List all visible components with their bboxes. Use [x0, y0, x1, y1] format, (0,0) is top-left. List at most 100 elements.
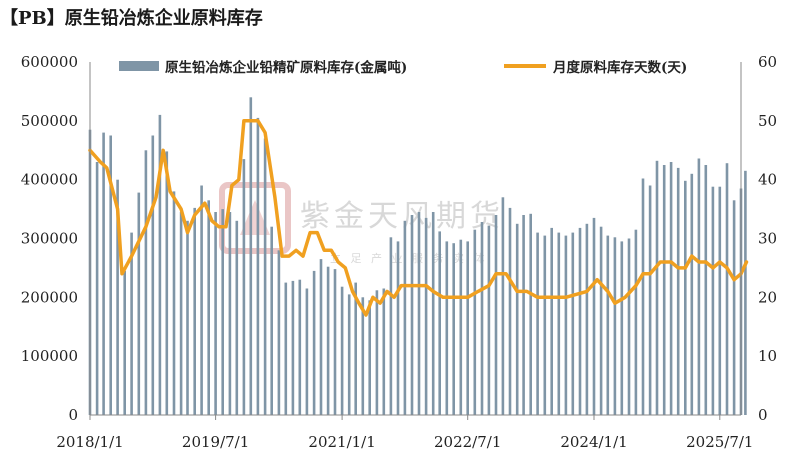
bar: [417, 212, 421, 415]
bar: [571, 232, 575, 415]
bar: [102, 132, 105, 415]
bar: [277, 250, 281, 415]
legend-line-label: 月度原料库存天数(天): [552, 59, 687, 76]
bar: [382, 288, 386, 415]
bar: [333, 269, 337, 415]
bar: [655, 160, 659, 415]
bar: [312, 270, 316, 415]
bar: [543, 235, 547, 415]
y-left-tick-label: 0: [68, 406, 78, 424]
bar: [137, 192, 141, 415]
bar: [690, 173, 694, 415]
bar: [305, 288, 309, 415]
legend-bar-swatch: [119, 61, 159, 71]
bar: [634, 229, 638, 415]
legend-bar-label: 原生铅冶炼企业铅精矿原料库存(金属吨): [165, 59, 407, 76]
y-right-tick-label: 10: [758, 347, 777, 365]
watermark-name: 紫金天风期货: [300, 199, 504, 234]
bar: [424, 217, 428, 415]
bar: [354, 282, 357, 415]
bar: [648, 185, 652, 415]
bar: [508, 207, 512, 415]
bar: [585, 223, 589, 415]
bar: [669, 162, 673, 415]
y-right-tick-label: 60: [758, 53, 777, 71]
bar: [452, 243, 455, 415]
bar: [284, 282, 288, 415]
x-tick-label: 2019/7/1: [182, 433, 249, 451]
bar: [165, 151, 169, 415]
x-tick-label: 2024/1/1: [560, 433, 627, 451]
bar: [375, 290, 379, 415]
y-left-tick-label: 200000: [21, 288, 78, 306]
bar: [466, 241, 469, 415]
bar: [480, 222, 484, 415]
watermark-slogan: 立 足 产 业 服 务 实 体: [330, 251, 487, 265]
bar: [592, 217, 596, 415]
y-left-tick-label: 400000: [21, 171, 78, 189]
y-left-tick-label: 100000: [21, 347, 78, 365]
bar: [459, 239, 463, 415]
bar: [662, 165, 666, 415]
bar: [557, 232, 561, 415]
bar: [123, 270, 126, 415]
bar: [431, 212, 435, 415]
chart-title: 【PB】原生铅冶炼企业原料库存: [0, 8, 263, 29]
bar: [116, 179, 119, 415]
bar: [291, 280, 295, 415]
bar: [522, 215, 525, 415]
x-tick-label: 2022/7/1: [434, 433, 501, 451]
bar: [627, 238, 631, 415]
bar: [235, 220, 239, 415]
bar: [704, 165, 708, 415]
x-tick-label: 2018/1/1: [56, 433, 123, 451]
bar: [494, 215, 498, 415]
bar: [207, 200, 210, 415]
bar: [599, 226, 603, 415]
bar: [744, 170, 747, 415]
bar: [144, 150, 148, 416]
bar: [249, 97, 253, 416]
x-tick-label: 2021/1/1: [308, 433, 375, 451]
bar: [718, 186, 722, 415]
legend: 原生铅冶炼企业铅精矿原料库存(金属吨) 月度原料库存天数(天): [119, 59, 687, 76]
bar: [641, 178, 645, 415]
bar: [732, 200, 736, 415]
bar: [613, 237, 617, 415]
bar: [487, 225, 491, 415]
bar: [725, 163, 729, 415]
bar: [130, 232, 133, 415]
bar: [109, 135, 112, 415]
line-series: [88, 119, 749, 317]
bar: [158, 114, 162, 416]
bar: [410, 215, 414, 415]
bar: [200, 185, 203, 415]
bar: [326, 266, 330, 415]
y-right-tick-label: 30: [758, 230, 777, 248]
bar-series: [88, 97, 747, 416]
bar: [515, 223, 519, 415]
bar: [193, 207, 196, 415]
bar: [473, 229, 477, 415]
bar: [550, 227, 553, 415]
bar: [340, 286, 344, 415]
bar: [319, 259, 323, 415]
bar: [256, 117, 260, 416]
bar: [578, 227, 582, 415]
bar: [389, 237, 393, 415]
y-right-tick-label: 0: [758, 406, 768, 424]
bar: [298, 279, 302, 415]
y-right-tick-label: 40: [758, 171, 777, 189]
bar: [361, 297, 365, 415]
bar: [445, 241, 449, 415]
days-line: [88, 119, 749, 317]
y-left-tick-label: 600000: [21, 53, 78, 71]
bar: [242, 159, 246, 415]
bar: [221, 209, 224, 415]
bar: [95, 162, 99, 415]
bar: [172, 191, 176, 415]
bar: [179, 212, 183, 415]
axes: 0 100000 200000 300000 400000 500000 600000 0 10…: [21, 53, 777, 451]
y-left-tick-label: 500000: [21, 112, 78, 130]
bar: [501, 197, 505, 415]
